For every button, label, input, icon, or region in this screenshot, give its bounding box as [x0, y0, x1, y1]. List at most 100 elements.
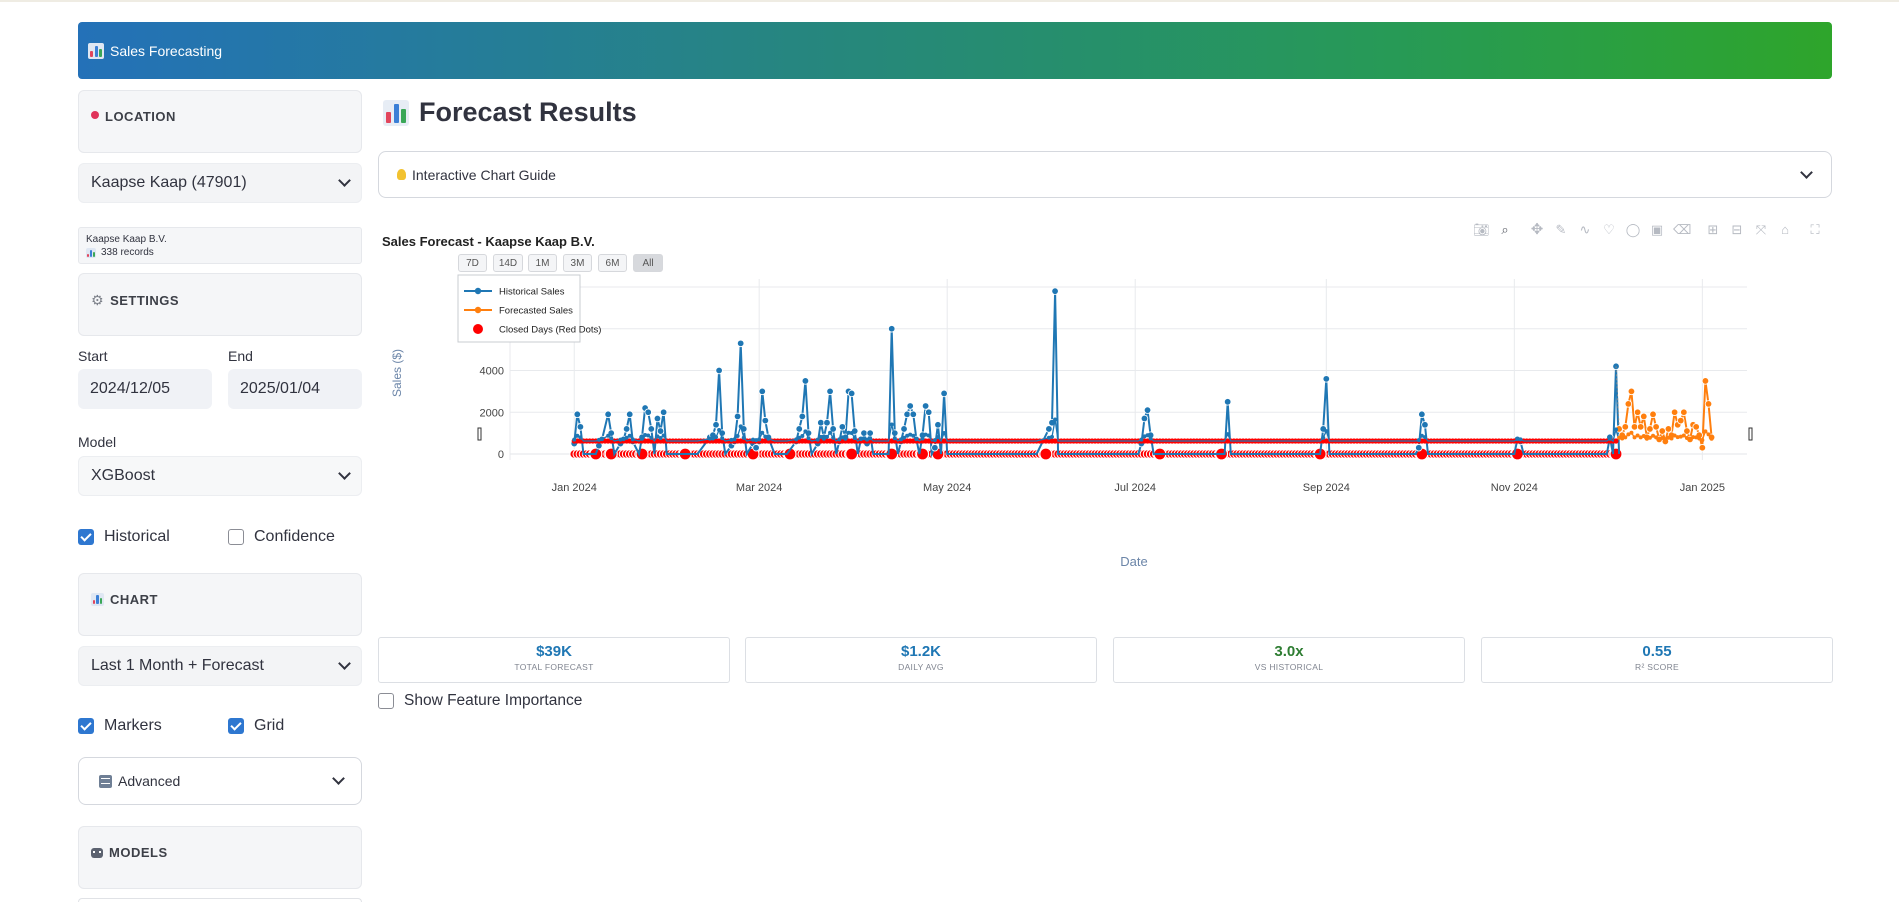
- draw-line-icon[interactable]: ✎: [1555, 222, 1567, 237]
- bar-chart-icon: [383, 99, 409, 126]
- forecast-point: [1627, 387, 1636, 396]
- end-date-input[interactable]: 2025/01/04: [228, 369, 362, 409]
- historical-point: [715, 366, 723, 375]
- chevron-down-icon: [1800, 165, 1813, 179]
- fullscreen-icon[interactable]: ⛶: [1810, 222, 1820, 237]
- chevron-down-icon: [338, 657, 351, 670]
- slider-historical-point: [596, 437, 601, 442]
- metric-card: 0.55 R² SCORE: [1481, 637, 1833, 683]
- slider-historical-point: [658, 435, 663, 440]
- chart-range-select[interactable]: Last 1 Month + Forecast: [78, 646, 362, 686]
- slider-historical-point: [599, 437, 604, 442]
- page-title: Forecast Results: [383, 97, 637, 128]
- slider-historical-point: [630, 437, 635, 442]
- range-button-14d[interactable]: 14D: [493, 254, 523, 272]
- range-button-7d[interactable]: 7D: [458, 254, 487, 272]
- historical-point: [1415, 444, 1423, 452]
- range-button-all[interactable]: All: [633, 254, 663, 272]
- historical-point: [823, 418, 831, 427]
- zoom-in-icon[interactable]: ⊞: [1707, 222, 1719, 237]
- sales-forecast-chart[interactable]: Sales Forecast - Kaapse Kaap B.V. 0 2000 4…: [378, 225, 1832, 585]
- forecast-point: [1664, 425, 1673, 433]
- slider-historical-point: [840, 435, 845, 440]
- gear-icon: ⚙: [91, 292, 105, 308]
- historical-checkbox[interactable]: Historical: [78, 528, 170, 546]
- forecast-point: [1701, 377, 1710, 385]
- advanced-expander[interactable]: Advanced: [78, 757, 362, 805]
- draw-circle-icon[interactable]: ◯: [1625, 222, 1641, 237]
- forecast-point: [1692, 423, 1700, 431]
- historical-point: [736, 339, 745, 348]
- forecast-point: [1646, 425, 1654, 433]
- forecast-point: [1698, 444, 1707, 452]
- location-select[interactable]: Kaapse Kaap (47901): [78, 163, 362, 203]
- historical-point: [1421, 421, 1429, 429]
- draw-open-path-icon[interactable]: ∿: [1579, 222, 1591, 237]
- historical-label: Historical: [104, 528, 170, 545]
- location-section: LOCATION: [78, 90, 362, 153]
- grid-checkbox[interactable]: Grid: [228, 717, 284, 735]
- robot-icon: [91, 847, 103, 858]
- slider-historical-point: [797, 435, 802, 440]
- slider-historical-point: [572, 437, 577, 442]
- slider-forecast-point: [1617, 435, 1622, 440]
- end-date-label: End: [228, 348, 253, 364]
- slider-forecast-point: [1632, 435, 1637, 440]
- confidence-checkbox[interactable]: Confidence: [228, 528, 335, 546]
- range-button-1m[interactable]: 1M: [528, 254, 557, 272]
- zoom-icon[interactable]: ⌕: [1501, 222, 1509, 237]
- slider-historical-line: [573, 419, 1620, 443]
- slider-historical-point: [914, 437, 919, 442]
- pin-icon: [91, 110, 99, 119]
- feature-importance-checkbox[interactable]: Show Feature Importance: [378, 692, 582, 710]
- historical-point: [656, 427, 665, 435]
- slider-historical-point: [741, 435, 746, 440]
- slider-historical-point: [1321, 435, 1326, 440]
- historical-point: [906, 402, 914, 410]
- top-decoration-line: [0, 0, 1899, 2]
- home-icon[interactable]: ⌂: [1781, 222, 1789, 237]
- historical-point: [758, 387, 766, 396]
- autoscale-icon[interactable]: ⤧: [1755, 222, 1767, 237]
- pan-icon[interactable]: ✥: [1530, 221, 1544, 238]
- y-axis-label: Sales ($): [390, 349, 404, 397]
- sliders-icon: [99, 774, 112, 788]
- range-button-3m[interactable]: 3M: [563, 254, 592, 272]
- next-section-edge: [78, 898, 362, 902]
- slider-right-handle: [1748, 427, 1753, 441]
- chart-guide-expander[interactable]: Interactive Chart Guide: [378, 151, 1832, 198]
- bar-chart-icon: [91, 593, 104, 606]
- zoom-out-icon[interactable]: ⊟: [1731, 222, 1743, 237]
- model-select[interactable]: XGBoost: [78, 456, 362, 496]
- slider-historical-point: [828, 430, 833, 435]
- historical-point: [647, 425, 655, 433]
- range-button-6m[interactable]: 6M: [598, 254, 627, 272]
- historical-point: [733, 412, 742, 421]
- forecast-point: [1652, 423, 1660, 431]
- forecast-point: [1630, 423, 1639, 431]
- forecast-point: [1640, 412, 1648, 421]
- camera-icon[interactable]: 📷︎: [1473, 222, 1490, 237]
- chart-section-title: CHART: [110, 592, 158, 607]
- draw-rect-icon[interactable]: ▣: [1650, 222, 1664, 237]
- range-slider[interactable]: [477, 417, 1753, 444]
- slider-forecast-point: [1669, 436, 1674, 441]
- forecast-point: [1636, 423, 1645, 431]
- erase-shape-icon[interactable]: ⌫: [1673, 222, 1692, 237]
- slider-historical-point: [935, 435, 940, 440]
- location-select-value: Kaapse Kaap (47901): [91, 174, 247, 191]
- chart-section: CHART: [78, 573, 362, 636]
- slider-historical-point: [1145, 433, 1150, 438]
- slider-historical-point: [760, 430, 765, 435]
- slider-historical-point: [1225, 432, 1230, 437]
- chart-guide-label: Interactive Chart Guide: [412, 166, 556, 183]
- markers-checkbox[interactable]: Markers: [78, 717, 162, 735]
- slider-forecast-point: [1706, 432, 1711, 437]
- chart-title: Sales Forecast - Kaapse Kaap B.V.: [382, 234, 595, 249]
- draw-closed-path-icon[interactable]: ♡: [1603, 222, 1615, 237]
- legend-label: Forecasted Sales: [499, 306, 573, 317]
- start-date-input[interactable]: 2024/12/05: [78, 369, 212, 409]
- slider-forecast-point: [1694, 435, 1699, 440]
- slider-historical-point: [757, 437, 762, 442]
- x-tick-label: Sep 2024: [1303, 482, 1350, 494]
